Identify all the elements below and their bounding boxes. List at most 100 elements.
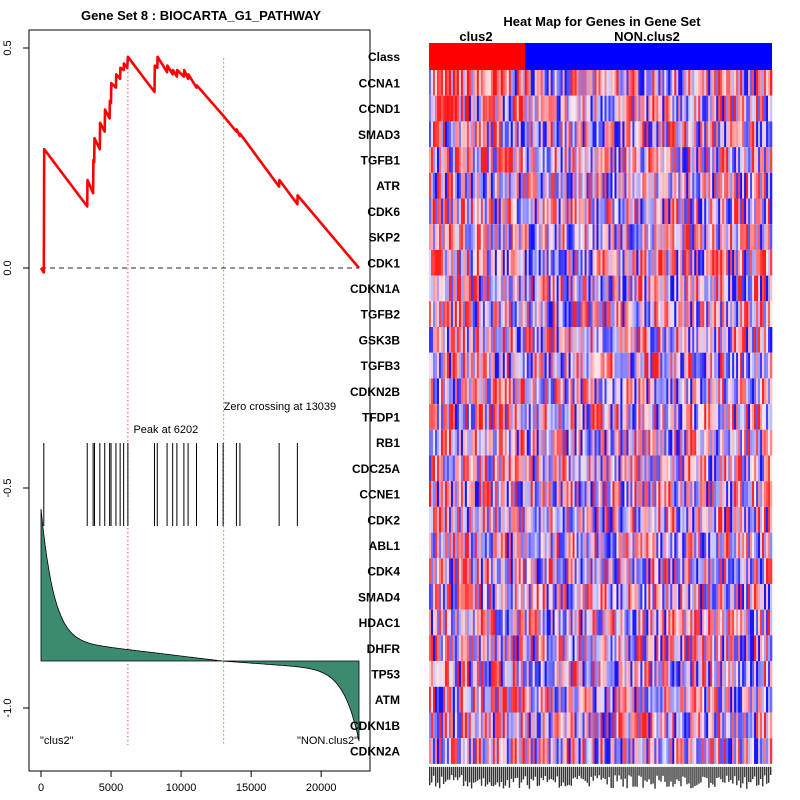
- heatmap-cell: [554, 455, 557, 482]
- heatmap-cell: [706, 661, 709, 687]
- heatmap-cell: [750, 584, 753, 610]
- heatmap-cell: [692, 301, 695, 327]
- heatmap-cell: [492, 121, 496, 148]
- heatmap-cell: [452, 378, 456, 405]
- sample-name-glyph: [612, 766, 614, 788]
- sample-name-glyph: [526, 766, 529, 786]
- heatmap-cell: [616, 352, 619, 379]
- heatmap-cell: [476, 275, 480, 302]
- heatmap-cell: [512, 224, 516, 250]
- heatmap-cell: [586, 378, 589, 405]
- heatmap-cell: [692, 712, 695, 739]
- heatmap-cell: [692, 327, 695, 353]
- heatmap-cell: [616, 95, 619, 122]
- heatmap-cell: [560, 661, 563, 687]
- heatmap-cell: [760, 635, 763, 662]
- heatmap-cell: [730, 327, 733, 353]
- heatmap-cell: [620, 686, 623, 713]
- sample-name-glyph: [728, 766, 730, 782]
- heatmap-cell: [438, 635, 442, 662]
- heatmap-cell: [474, 198, 478, 225]
- heatmap-cell: [436, 95, 440, 122]
- heatmap-cell: [488, 95, 492, 122]
- heatmap-cell: [712, 558, 715, 584]
- heatmap-cell: [640, 558, 643, 584]
- heatmap-cell: [702, 327, 705, 353]
- heatmap-cell: [560, 327, 563, 353]
- heatmap-cell: [718, 558, 721, 584]
- sample-name-glyph: [680, 766, 682, 787]
- heatmap-cell: [566, 121, 569, 148]
- heatmap-cell: [608, 455, 611, 482]
- heatmap-cell: [674, 506, 677, 533]
- x-axis: 0 5000 10000 15000 20000: [38, 771, 336, 794]
- heatmap-cell: [614, 455, 617, 482]
- heatmap-cell: [498, 712, 502, 739]
- heatmap-cell: [700, 481, 703, 507]
- heatmap-cell: [600, 661, 603, 687]
- heatmap-cell: [442, 249, 446, 276]
- heatmap-cell: [526, 558, 530, 584]
- heatmap-cell: [654, 661, 657, 687]
- heatmap-cell: [598, 352, 601, 379]
- heatmap-cell: [696, 95, 699, 122]
- heatmap-cell: [672, 712, 675, 739]
- heatmap-cell: [646, 249, 649, 276]
- heatmap-cell: [512, 506, 516, 533]
- heatmap-cell: [544, 327, 547, 353]
- heatmap-cell: [460, 404, 464, 430]
- heatmap-cell: [506, 404, 510, 430]
- heatmap-cell: [478, 95, 482, 122]
- sample-name-glyph: [572, 766, 574, 779]
- heatmap-cell: [722, 584, 725, 610]
- heatmap-cell: [540, 352, 543, 379]
- heatmap-cell: [552, 506, 555, 533]
- heatmap-cell: [516, 506, 520, 533]
- heatmap-cell: [768, 686, 771, 713]
- heatmap-cell: [556, 429, 559, 456]
- heatmap-cell: [566, 532, 569, 559]
- heatmap-cell: [674, 198, 677, 225]
- heatmap-cell: [614, 198, 617, 225]
- heatmap-cell: [572, 301, 575, 327]
- heatmap-cell: [552, 249, 555, 276]
- heatmap-cell: [464, 686, 468, 713]
- heatmap-cell: [476, 301, 480, 327]
- heatmap-cell: [544, 275, 547, 302]
- heatmap-cell: [500, 352, 504, 379]
- heatmap-cell: [460, 327, 464, 353]
- heatmap-cell: [652, 429, 655, 456]
- heatmap-cell: [756, 352, 759, 379]
- heatmap-cell: [680, 275, 683, 302]
- heatmap-cell: [490, 738, 494, 764]
- heatmap-cell: [502, 301, 506, 327]
- heatmap-cell: [548, 635, 551, 662]
- heatmap-cell: [670, 584, 673, 610]
- heatmap-cell: [658, 301, 661, 327]
- heatmap-cell: [742, 121, 745, 148]
- heatmap-cell: [574, 275, 577, 302]
- heatmap-cell: [702, 609, 705, 636]
- heatmap-cell: [718, 661, 721, 687]
- heatmap-cell: [464, 584, 468, 610]
- heatmap-cell: [514, 198, 518, 225]
- heatmap-cell: [624, 635, 627, 662]
- heatmap-cell: [644, 327, 647, 353]
- heatmap-cell: [542, 558, 545, 584]
- heatmap-cell: [650, 378, 653, 405]
- heatmap-cell: [748, 147, 751, 173]
- heatmap-cell: [584, 404, 587, 430]
- heatmap-cell: [704, 327, 707, 353]
- heatmap-cell: [524, 686, 528, 713]
- heatmap-cell: [536, 712, 539, 739]
- heatmap-cell: [630, 712, 633, 739]
- heatmap-cell: [542, 352, 545, 379]
- heatmap-cell: [474, 249, 478, 276]
- heatmap-cell: [470, 661, 474, 687]
- heatmap-cell: [524, 352, 528, 379]
- heatmap-cell: [434, 275, 438, 302]
- heatmap-cell: [568, 404, 571, 430]
- heatmap-cell: [458, 301, 462, 327]
- heatmap-cell: [542, 275, 545, 302]
- heatmap-cell: [648, 172, 651, 199]
